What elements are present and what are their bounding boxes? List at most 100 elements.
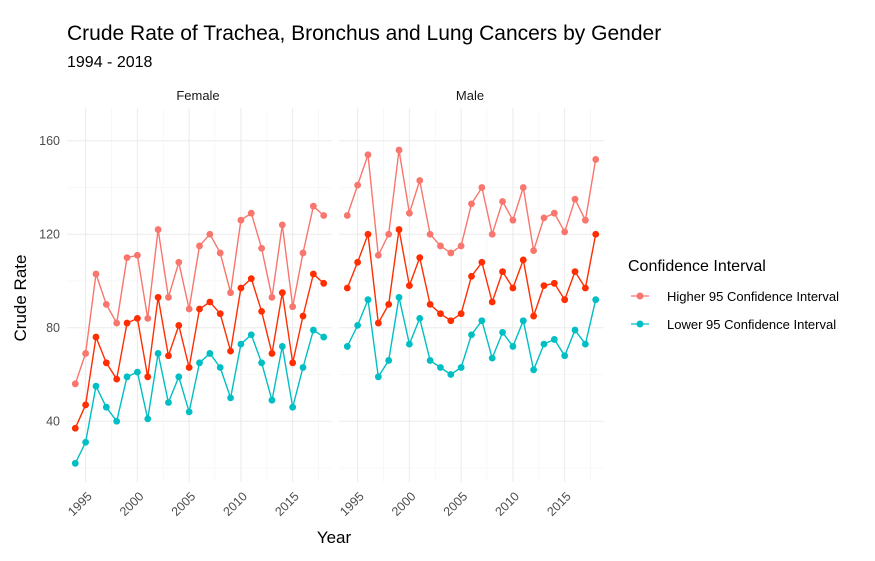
data-point-estimate [488,298,496,306]
data-point-lower [289,403,297,411]
data-point-estimate [320,279,328,287]
y-axis-ticks: 40 80 120 160 [39,134,60,429]
data-point-estimate [268,350,276,357]
legend-title: Confidence Interval [628,258,766,275]
data-point-higher [165,293,172,301]
legend-key-higher [631,292,649,300]
series-line-lower [74,328,325,464]
data-point-estimate [457,310,465,318]
data-point-estimate [499,268,506,276]
data-point-higher [343,212,351,219]
data-point-lower [457,364,465,371]
data-point-higher [530,247,538,254]
data-point-estimate [374,319,382,327]
data-point-estimate [185,364,193,371]
data-point-estimate [133,314,141,322]
data-point-lower [561,352,569,360]
data-point-lower [206,350,214,357]
x-tick-label: 2010 [221,489,251,519]
legend-key-lower [631,320,649,328]
data-point-estimate [278,289,286,297]
x-tick-label: 2010 [493,489,523,519]
data-point-estimate [247,275,255,283]
data-point-higher [102,300,110,308]
data-point-higher [385,230,393,238]
data-point-higher [592,156,600,163]
data-point-lower [299,364,307,371]
data-point-lower [237,340,245,348]
data-point-estimate [571,268,579,276]
data-point-estimate [216,310,224,318]
legend-label-lower: Lower 95 Confidence Interval [667,317,836,332]
data-point-higher [71,380,79,388]
facet-panel-male [339,108,604,482]
data-point-lower [550,336,558,343]
data-point-lower [468,331,475,339]
data-point-higher [175,258,183,266]
data-point-higher [133,251,141,259]
data-point-lower [268,396,276,404]
y-tick-label: 160 [39,134,60,148]
data-point-lower [488,354,496,362]
data-point-lower [540,340,548,348]
y-tick-label: 80 [46,321,60,335]
data-point-lower [364,296,372,304]
data-point-higher [113,319,121,327]
data-point-estimate [354,258,362,266]
data-point-estimate [519,256,527,264]
data-point-estimate [447,317,455,325]
data-point-higher [488,230,496,238]
data-point-estimate [82,401,90,409]
facet-label-female: Female [176,88,219,103]
data-point-higher [354,181,362,189]
data-point-higher [196,242,203,250]
data-point-higher [581,216,589,224]
data-point-higher [540,214,548,222]
data-point-higher [82,350,90,357]
data-point-higher [123,254,131,261]
data-point-higher [395,146,403,154]
x-tick-label: 2000 [117,489,147,519]
data-point-lower [478,317,486,325]
data-point-lower [258,359,266,367]
data-point-lower [185,408,193,416]
x-tick-label: 2015 [272,489,302,519]
data-point-estimate [206,298,214,306]
data-point-higher [426,230,434,238]
data-point-higher [299,249,307,257]
data-point-lower [123,373,131,381]
series-line-estimate [74,272,325,429]
data-point-estimate [154,293,162,301]
data-point-lower [395,293,403,301]
data-point-estimate [550,279,558,287]
data-point-estimate [196,305,203,313]
data-point-lower [592,296,600,304]
data-point-estimate [385,300,393,308]
data-point-lower [447,371,455,378]
data-point-lower [82,438,90,446]
y-tick-label: 40 [46,415,60,429]
data-point-higher [561,228,569,236]
data-point-higher [258,244,266,252]
data-point-lower [227,394,234,402]
legend-label-higher: Higher 95 Confidence Interval [667,289,839,304]
data-point-higher [468,200,475,208]
data-point-higher [227,289,234,297]
data-point-higher [289,303,297,311]
data-point-estimate [364,230,372,238]
data-point-estimate [92,333,100,341]
data-point-estimate [227,347,234,355]
data-point-higher [185,305,193,313]
data-point-lower [196,359,203,367]
data-point-estimate [113,375,121,383]
data-point-estimate [405,282,413,290]
data-point-lower [416,314,424,322]
data-point-estimate [478,258,486,266]
data-point-higher [278,221,286,229]
data-point-higher [144,314,152,322]
data-point-lower [509,343,517,350]
data-point-lower [519,317,527,325]
data-point-lower [426,357,434,364]
x-tick-label: 2015 [544,489,574,519]
data-point-lower [216,364,224,371]
